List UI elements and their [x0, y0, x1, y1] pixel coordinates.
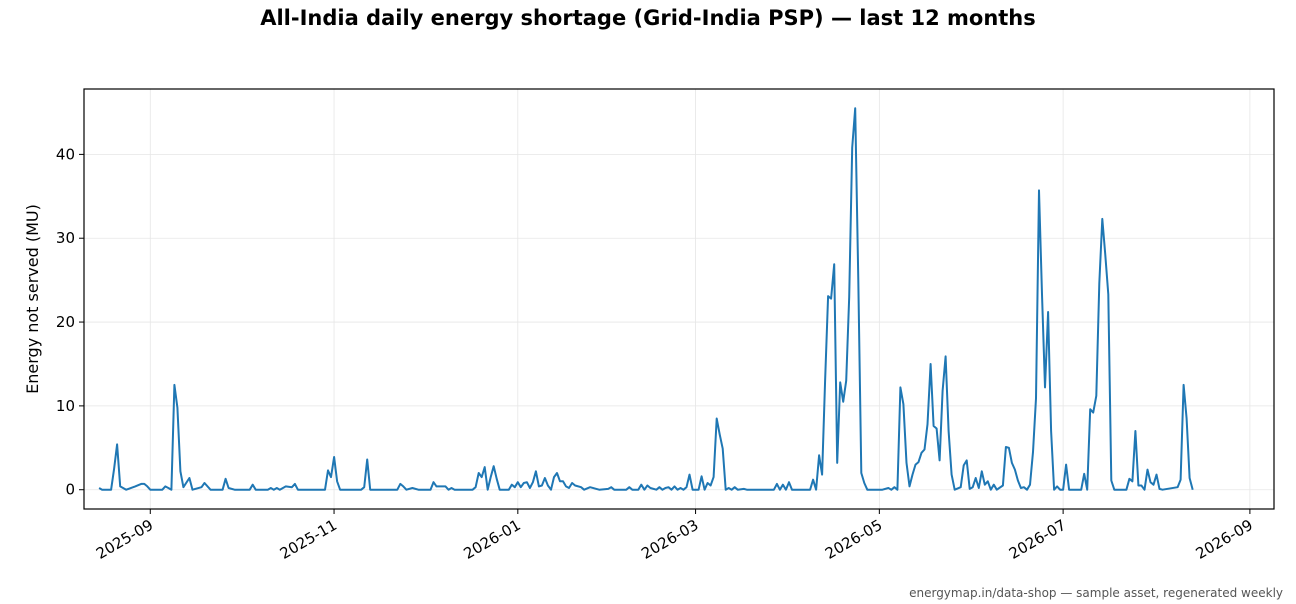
y-tick-label: 30 — [56, 229, 75, 247]
x-tick-label: 2026-09 — [1193, 516, 1256, 563]
grid-lines — [84, 89, 1274, 509]
series-line — [98, 107, 1194, 491]
x-tick-label: 2026-01 — [461, 516, 524, 563]
chart-title: All-India daily energy shortage (Grid-In… — [260, 6, 1036, 30]
y-tick-label: 40 — [56, 145, 75, 163]
y-tick-label: 20 — [56, 313, 75, 331]
footer-note: energymap.in/data-shop — sample asset, r… — [909, 586, 1283, 600]
x-tick-label: 2026-07 — [1006, 516, 1069, 563]
x-axis: 2025-09 2025-11 2026-01 2026-03 2026-05 2026-… — [93, 509, 1256, 563]
x-tick-label: 2025-11 — [277, 516, 340, 563]
y-axis-label: Energy not served (MU) — [23, 204, 42, 394]
x-tick-label: 2026-03 — [638, 516, 701, 563]
y-axis: 0 10 20 30 40 — [56, 145, 84, 499]
plot-area-frame — [83, 88, 1275, 510]
y-tick-label: 10 — [56, 397, 75, 415]
y-tick-label: 0 — [65, 481, 75, 499]
x-tick-label: 2026-05 — [822, 516, 885, 563]
x-tick-label: 2025-09 — [93, 516, 156, 563]
